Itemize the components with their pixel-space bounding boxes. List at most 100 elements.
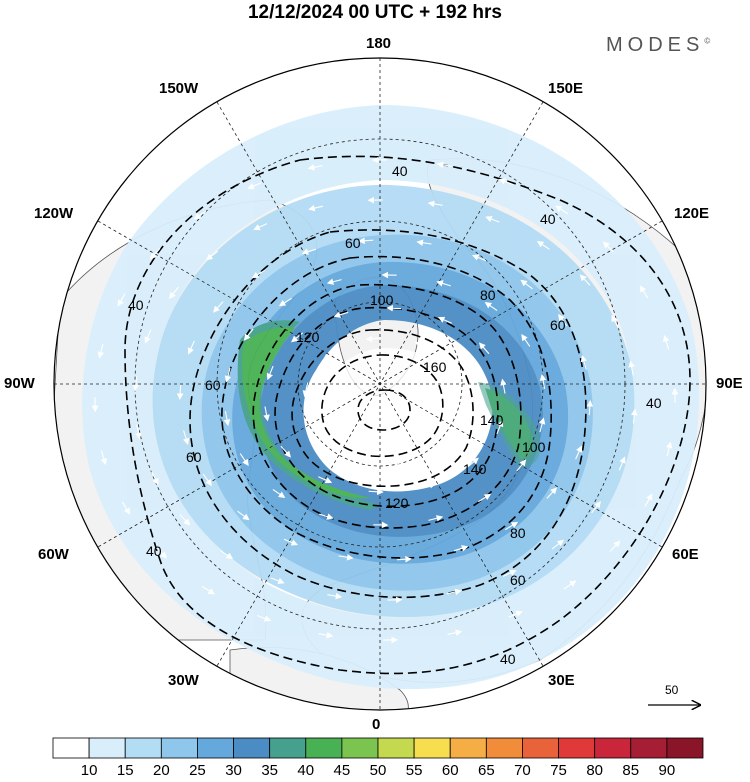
wind-vector	[558, 313, 568, 327]
colorbar-swatch	[160, 737, 198, 759]
wind-vector	[100, 450, 107, 466]
height-contours	[124, 155, 691, 675]
wind-vector	[117, 293, 126, 307]
wind-vector	[176, 384, 184, 400]
copyright-mark: ©	[704, 36, 711, 46]
wind-vector	[389, 457, 405, 465]
colorbar-tick-label: 45	[333, 762, 351, 779]
colorbar-swatch	[449, 737, 487, 759]
wind-vector	[144, 329, 152, 344]
colorbar-tick-label: 90	[658, 762, 676, 779]
wind-vector	[602, 241, 614, 253]
wind-vector	[436, 280, 451, 287]
colorbar-swatch	[413, 737, 451, 759]
lon-label-90e: 90E	[716, 375, 743, 392]
colorbar-swatch	[485, 737, 523, 759]
wind-vector	[212, 301, 224, 313]
wind-vector	[151, 471, 159, 486]
wind-vector	[591, 501, 601, 514]
wind-vector	[586, 400, 594, 416]
meridian-120-300	[97, 220, 663, 548]
wind-vector	[478, 493, 492, 503]
wind-vector	[437, 316, 452, 324]
contour-40	[124, 155, 691, 675]
wind-speed-shading	[82, 105, 700, 690]
wind-vector	[551, 539, 565, 550]
wind-vector	[169, 286, 179, 299]
contour-label: 40	[128, 297, 144, 313]
wind-vector	[193, 210, 207, 220]
reference-vector-label: 50	[665, 683, 679, 697]
wind-vector	[333, 311, 349, 318]
wind-vector	[555, 205, 569, 215]
wind-vector	[663, 334, 670, 350]
colorbar-tick-label: 80	[586, 762, 603, 779]
wind-vector	[121, 501, 131, 515]
contour-80	[221, 255, 553, 559]
wind-vector	[639, 285, 649, 299]
colorbar-swatch	[341, 737, 379, 759]
wind-vector	[179, 514, 191, 526]
wind-vector	[611, 314, 619, 329]
wind-vector	[434, 439, 448, 450]
wind-vector	[538, 417, 546, 433]
lon-label-60w: 60W	[38, 546, 69, 563]
wind-vector	[436, 161, 452, 169]
wind-vector	[416, 239, 432, 246]
wind-vector	[97, 343, 105, 359]
colorbar-tick-label: 75	[550, 762, 567, 779]
colorbar-tick-label: 30	[225, 762, 242, 779]
graticule	[54, 58, 706, 710]
contour-label: 100	[522, 439, 546, 455]
wind-vector	[575, 445, 583, 460]
wind-vector	[502, 569, 517, 577]
contour-label: 160	[423, 359, 447, 375]
wind-vector	[340, 451, 356, 459]
wind-vector	[278, 297, 292, 307]
wind-vector	[396, 555, 412, 563]
colorbar-tick-label: 70	[514, 762, 531, 779]
wind-vector	[205, 250, 219, 261]
contour-label: 80	[480, 287, 496, 303]
wind-vector	[452, 365, 462, 379]
wind-vector	[201, 585, 215, 595]
wind-vector	[521, 333, 531, 347]
contour-label: 40	[392, 163, 408, 179]
wind-vector	[301, 248, 317, 255]
wind-vector	[609, 540, 621, 552]
wind-vector	[446, 588, 462, 596]
contour-label: 40	[500, 651, 516, 667]
wind-vector	[307, 164, 323, 171]
colorbar-tick-label: 35	[261, 762, 278, 779]
wind-vector	[580, 355, 588, 370]
wind-vector	[224, 367, 232, 383]
contour-label: 60	[205, 377, 221, 393]
wind-vector	[504, 521, 519, 531]
wind-vector	[283, 538, 299, 546]
wind-vector	[478, 342, 490, 355]
contour-100	[252, 283, 522, 529]
colorbar-tick-label: 15	[116, 762, 134, 779]
wind-vector	[135, 424, 142, 440]
colorbar-swatch	[594, 737, 632, 759]
colorbar-swatch	[377, 737, 415, 759]
brand-text: MODES	[606, 34, 705, 56]
wind-vector	[427, 200, 443, 208]
wind-vector	[338, 554, 354, 561]
wind-vector	[156, 547, 168, 559]
wind-vector	[247, 182, 262, 190]
wind-vector	[358, 237, 374, 245]
wind-vector	[237, 510, 250, 521]
wind-vector	[182, 430, 190, 445]
wind-vector	[368, 488, 384, 496]
wind-vector	[520, 279, 533, 290]
contour-label: 40	[540, 211, 556, 227]
wind-vector	[272, 488, 286, 499]
colorbar-tick-label: 20	[152, 762, 170, 779]
wind-vector	[308, 204, 324, 212]
contour-label: 40	[146, 543, 162, 559]
wind-vector	[579, 274, 591, 286]
map-disk	[54, 58, 706, 710]
colorbar-swatch	[666, 737, 704, 759]
wind-vector	[500, 378, 507, 394]
